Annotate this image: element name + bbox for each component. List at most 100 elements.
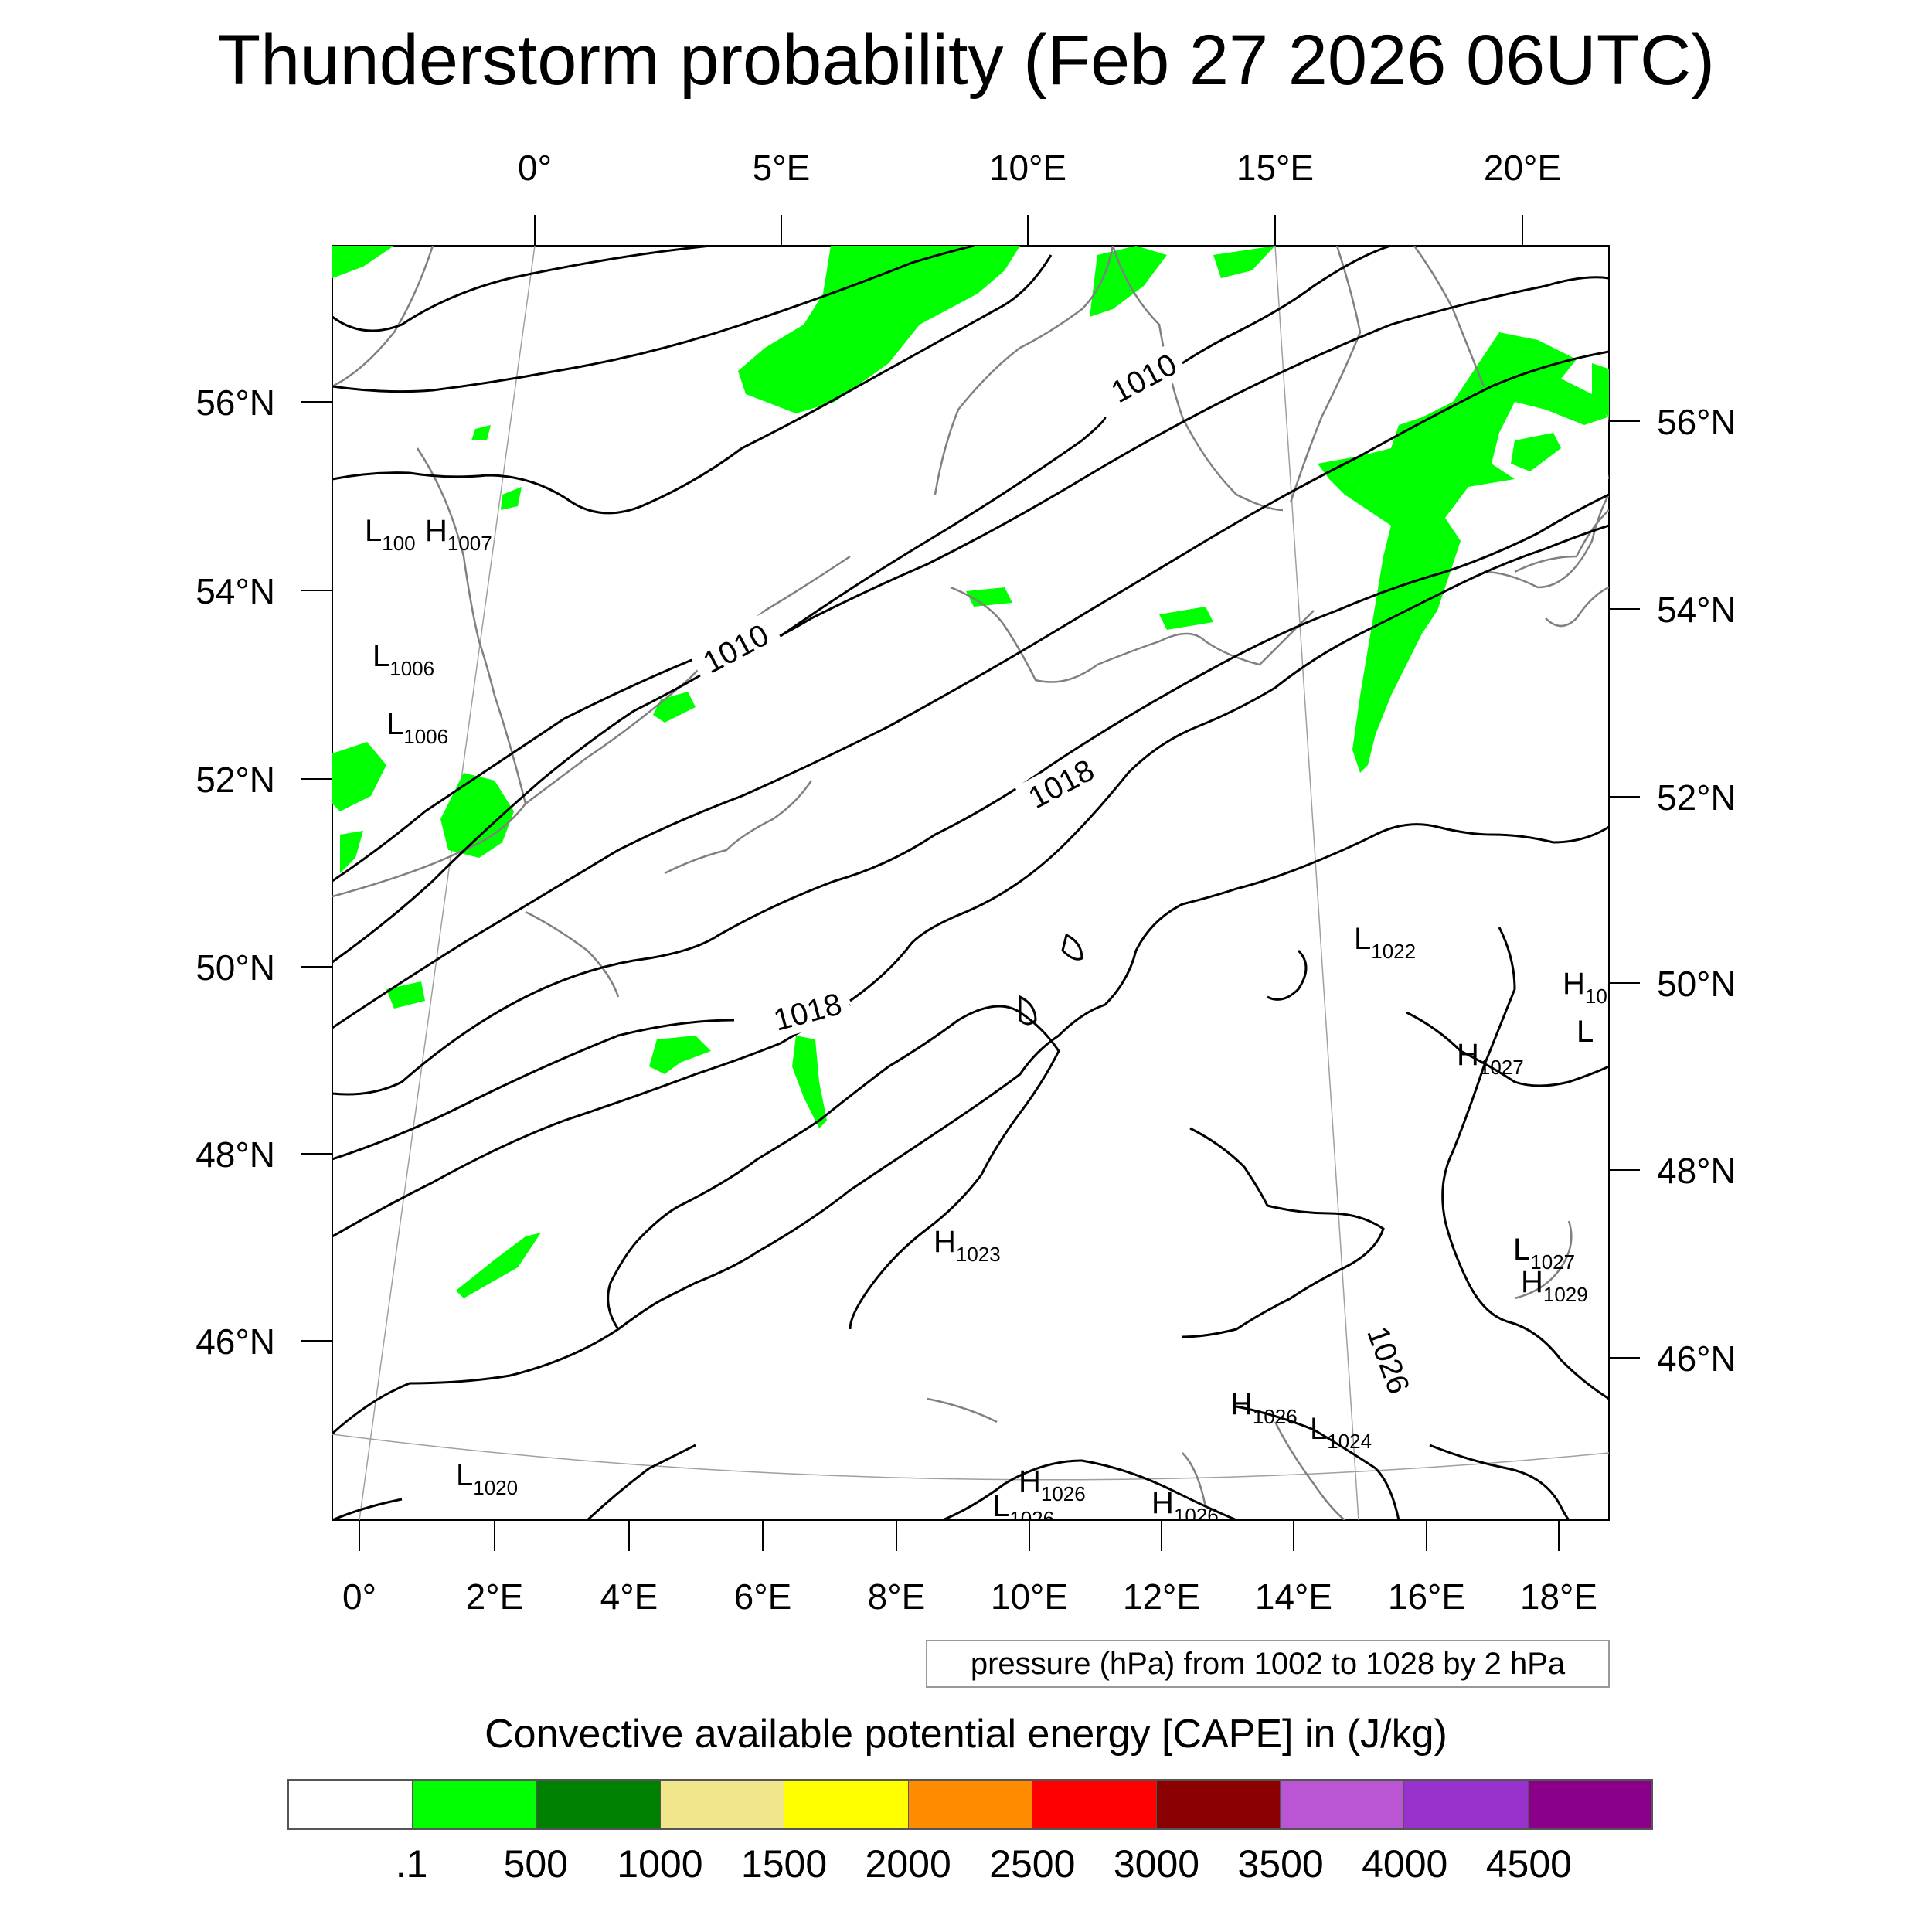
cape-patch	[649, 1036, 711, 1074]
isobar-line	[332, 1444, 696, 1520]
pressure-center: H1026	[1230, 1387, 1298, 1428]
pressure-centers: L100 H1007 L1006 L1006 L1022 H10 L H1027…	[365, 514, 1607, 1530]
right-axis-label: 56°N	[1657, 402, 1736, 442]
cape-patch	[1511, 433, 1561, 471]
pressure-center: H1026	[1019, 1464, 1086, 1505]
cape-patch	[340, 831, 363, 873]
cape-patch	[501, 487, 522, 510]
pressure-center: H1026	[1151, 1486, 1219, 1527]
top-axis-label: 20°E	[1484, 148, 1561, 188]
isobar-line	[332, 254, 1053, 515]
cape-patch	[386, 981, 425, 1009]
right-axis-label: 46°N	[1657, 1338, 1736, 1379]
top-axis-label: 15°E	[1236, 148, 1314, 188]
cape-patch	[1213, 246, 1275, 278]
cape-patch	[456, 1233, 541, 1298]
isobar-line	[332, 246, 1392, 883]
pressure-center: L100	[365, 514, 416, 555]
isobar-line	[332, 246, 712, 332]
top-axis-label: 10°E	[989, 148, 1066, 188]
colorbar-swatch	[1032, 1781, 1157, 1828]
pressure-center: L	[1577, 1015, 1594, 1049]
cape-patch	[332, 246, 394, 278]
colorbar-tick-label: .1	[395, 1842, 428, 1886]
pressure-center: H1029	[1521, 1265, 1588, 1306]
cape-patch	[792, 1036, 827, 1128]
isobars	[332, 246, 1609, 1520]
isobar-line	[942, 1459, 1237, 1520]
isobar-line	[607, 1005, 1060, 1330]
colorbar-tick-label: 500	[503, 1842, 568, 1886]
isobar-line	[332, 276, 1609, 964]
colorbar-swatch	[413, 1781, 537, 1828]
isobar-line	[1267, 949, 1308, 1001]
cape-patch	[738, 246, 1020, 413]
colorbar-swatch	[1404, 1781, 1529, 1828]
colorbar-swatch	[536, 1781, 662, 1828]
bottom-axis-label: 2°E	[466, 1577, 524, 1617]
colorbar-title: Convective available potential energy [C…	[485, 1712, 1447, 1757]
isobar-line	[1236, 1405, 1400, 1520]
bottom-axis-label: 4°E	[600, 1577, 658, 1617]
graticule	[332, 246, 1609, 1520]
colorbar-swatch	[1528, 1781, 1651, 1828]
right-axis-label: 50°N	[1657, 964, 1736, 1004]
cape-patch	[332, 742, 386, 811]
cape-areas	[332, 246, 1609, 1298]
left-axis-label: 50°N	[196, 947, 275, 988]
bottom-axis-label: 18°E	[1520, 1577, 1597, 1617]
isobar-line	[332, 1003, 851, 1238]
coastlines	[332, 246, 1609, 1520]
colorbar-tick-label: 4500	[1485, 1842, 1572, 1886]
left-axis-label: 52°N	[196, 760, 275, 800]
colorbar-tick-label: 1000	[617, 1842, 703, 1886]
colorbar-tick-label: 4000	[1362, 1842, 1448, 1886]
colorbar-tick-label: 3000	[1113, 1842, 1200, 1886]
pressure-center: H10	[1563, 967, 1607, 1008]
colorbar-tick-labels: .1 500 1000 1500 2000 2500 3000 3500 4000 4500	[287, 1841, 1653, 1895]
isobar-line	[1429, 1444, 1570, 1520]
isobar-line	[332, 524, 1609, 1161]
bottom-axis-label: 6°E	[734, 1577, 792, 1617]
cape-patch	[440, 773, 514, 858]
top-axis-label: 5°E	[753, 148, 811, 188]
cape-patch	[471, 425, 491, 440]
pressure-center: L1027	[1513, 1233, 1575, 1274]
bottom-axis-label: 10°E	[991, 1577, 1068, 1617]
left-axis-label: 46°N	[196, 1321, 275, 1362]
colorbar-tick-label: 3500	[1237, 1842, 1324, 1886]
isobar-line	[332, 350, 1609, 1029]
right-axis-label: 52°N	[1657, 777, 1736, 818]
colorbar	[287, 1779, 1653, 1830]
colorbar-tick-label: 2500	[989, 1842, 1076, 1886]
cape-patch	[1159, 607, 1213, 630]
isobar-line	[332, 493, 1609, 1096]
chart-title: Thunderstorm probability (Feb 27 2026 06…	[216, 21, 1716, 100]
pressure-center: L1020	[456, 1458, 518, 1499]
bottom-axis-label: 8°E	[868, 1577, 926, 1617]
isobar-line	[332, 246, 975, 393]
isobar-line	[1182, 1127, 1385, 1338]
axis-ticks	[301, 215, 1640, 1551]
colorbar-swatch	[289, 1781, 413, 1828]
bottom-axis-label: 12°E	[1123, 1577, 1200, 1617]
colorbar-swatch	[908, 1781, 1033, 1828]
cape-patch	[1318, 332, 1607, 773]
colorbar-swatch	[1280, 1781, 1405, 1828]
bottom-axis-labels: 0° 2°E 4°E 6°E 8°E 10°E 12°E 14°E 16°E 1…	[342, 1577, 1597, 1617]
pressure-info-label: pressure (hPa) from 1002 to 1028 by 2 hP…	[926, 1640, 1610, 1688]
pressure-center: L1026	[992, 1489, 1054, 1530]
isobar-line	[1406, 1011, 1609, 1087]
pressure-center: L1024	[1310, 1412, 1372, 1453]
colorbar-tick-label: 1500	[740, 1842, 828, 1886]
pressure-center: H1027	[1457, 1038, 1524, 1079]
left-axis-label: 56°N	[196, 383, 275, 423]
isobar-line	[1019, 995, 1037, 1026]
right-axis-label: 54°N	[1657, 590, 1736, 630]
right-axis-labels: 56°N 54°N 52°N 50°N 48°N 46°N	[1657, 402, 1736, 1379]
top-axis-labels: 0° 5°E 10°E 15°E 20°E	[518, 148, 1561, 188]
left-axis-label: 54°N	[196, 571, 275, 611]
top-axis-label: 0°	[518, 148, 552, 188]
pressure-center: L1006	[372, 639, 434, 680]
